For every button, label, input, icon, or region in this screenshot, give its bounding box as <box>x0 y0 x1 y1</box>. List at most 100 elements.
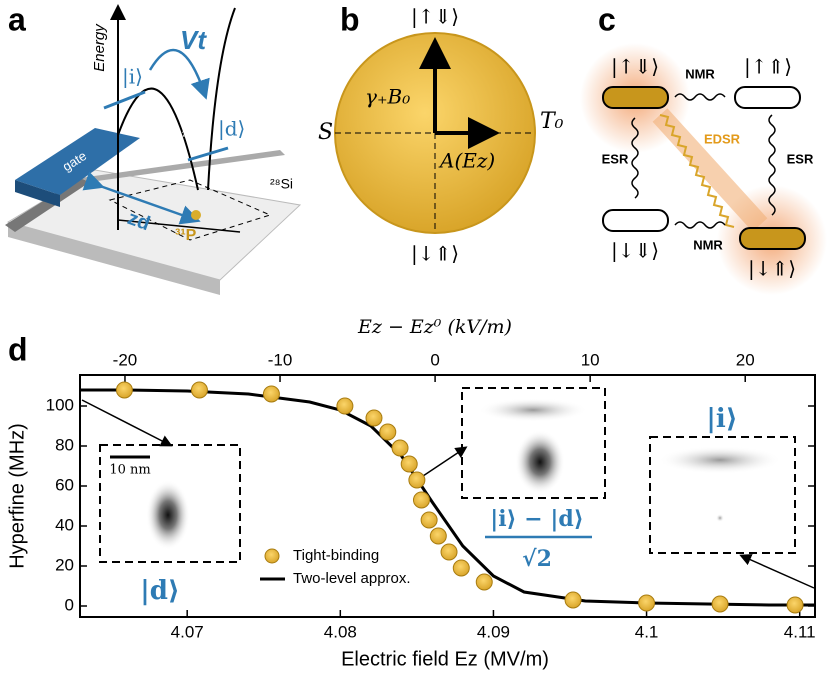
state-box <box>739 227 806 250</box>
i-label: |i⟩ <box>706 404 737 434</box>
oxide-bar <box>5 178 90 232</box>
substrate-label: ²⁸Si <box>270 176 293 192</box>
d-label: |d⟩ <box>140 576 180 606</box>
data-point <box>786 596 804 614</box>
state-label: |↑⇓⟩ <box>611 55 659 80</box>
x-tick-label: 4.09 <box>477 622 510 641</box>
bottom-state: |↓⇑⟩ <box>411 242 459 267</box>
x2-tick-label: 20 <box>736 350 755 369</box>
data-point <box>429 527 447 545</box>
edsr-label: EDSR <box>704 131 741 146</box>
plot-frame <box>79 374 816 618</box>
nmr-label: NMR <box>693 237 723 252</box>
esr-wave <box>768 114 776 216</box>
d-label: |d⟩ <box>218 117 245 142</box>
mix-numerator: |i⟩ − |d⟩ <box>490 506 584 532</box>
horizontal-label: A(Ez) <box>438 149 495 173</box>
left-state: S <box>318 120 333 145</box>
tunnel-arrow <box>148 48 210 100</box>
x-tick-label: 4.07 <box>171 622 204 641</box>
x-tick-label: 4.08 <box>324 622 357 641</box>
y-tick-label: 60 <box>55 475 74 494</box>
gate <box>15 128 140 195</box>
donor-label: ³¹P <box>175 227 197 244</box>
x2-tick-label: 10 <box>581 350 600 369</box>
panel-d: d Ez − Ez⁰ (kV/m) Electric field Ez (MV/… <box>6 316 816 670</box>
pointer <box>739 554 815 589</box>
data-point <box>408 471 426 489</box>
y-tick-label: 100 <box>46 395 74 414</box>
y-tick-label: 40 <box>55 515 74 534</box>
state-box <box>602 209 669 232</box>
oxide-label: SiO₂ <box>159 123 188 142</box>
data-point <box>115 381 133 399</box>
data-point <box>638 594 656 612</box>
nmr-wave <box>674 93 726 101</box>
density <box>146 480 190 550</box>
energy-label: Energy <box>91 23 108 72</box>
panel-b: b |↑⇓⟩ |↓⇑⟩ S T₀ γ₊B₀ A(Ez) <box>318 1 564 266</box>
legend-label: Two-level approx. <box>293 570 411 587</box>
level-d <box>187 146 229 162</box>
data-point <box>262 385 280 403</box>
data-point <box>391 439 409 457</box>
esr-label: ESR <box>602 151 629 166</box>
x-tick-label: 4.1 <box>635 622 659 641</box>
esr-wave <box>631 117 639 199</box>
legend-label: Tight-binding <box>293 547 379 564</box>
state-label: |↓⇑⟩ <box>748 257 796 282</box>
edsr-band <box>652 108 768 232</box>
donor-dot <box>191 210 201 220</box>
data-point <box>336 397 354 415</box>
panel-a: a Energy Vt |i⟩ |d⟩ gate SiO₂ ²⁸Si zd ³¹… <box>5 1 302 295</box>
y-label: Hyperfine (MHz) <box>6 423 28 569</box>
y-tick-label: 20 <box>55 555 74 574</box>
i-label: |i⟩ <box>122 65 143 90</box>
panel-label: b <box>340 1 360 37</box>
x2-tick-label: 0 <box>430 350 439 369</box>
potential <box>117 7 236 191</box>
mix-denominator: √2 <box>522 546 552 572</box>
pointer <box>81 399 173 447</box>
data-point <box>440 543 458 561</box>
data-point <box>190 381 208 399</box>
state-box <box>734 86 801 109</box>
nmr-label: NMR <box>685 66 715 81</box>
legend-marker <box>264 548 280 564</box>
data-point <box>400 455 418 473</box>
vt-label: Vt <box>180 25 207 55</box>
x2-label: Ez − Ez⁰ (kV/m) <box>357 316 512 338</box>
data-point <box>711 595 729 613</box>
state-box <box>602 86 669 109</box>
scale-label: 10 nm <box>109 463 150 478</box>
panel-label: d <box>8 331 28 367</box>
x2-tick-label: -20 <box>113 350 138 369</box>
panel-label: a <box>8 1 26 37</box>
level-i <box>103 90 146 110</box>
esr-label: ESR <box>787 151 814 166</box>
data-point <box>412 491 430 509</box>
x-tick-label: 4.11 <box>784 622 816 641</box>
substrate-side <box>8 222 220 295</box>
top-state: |↑⇓⟩ <box>411 5 459 30</box>
x2-tick-label: -10 <box>268 350 293 369</box>
fit-line <box>80 388 815 607</box>
data-point <box>452 559 470 577</box>
nmr-wave <box>674 221 726 229</box>
density <box>515 430 565 494</box>
data-point <box>475 573 493 591</box>
density <box>658 446 782 474</box>
density <box>716 514 724 522</box>
panel-label: c <box>598 1 616 37</box>
zd-arrow <box>82 171 201 225</box>
pointer <box>419 446 468 479</box>
edsr-wave <box>659 114 735 228</box>
right-state: T₀ <box>540 109 564 134</box>
gate-side <box>15 180 60 207</box>
y-tick-label: 80 <box>55 435 74 454</box>
vertical-label: γ₊B₀ <box>365 85 410 109</box>
y-tick-label: 0 <box>65 595 74 614</box>
data-point <box>564 591 582 609</box>
data-point <box>420 511 438 529</box>
